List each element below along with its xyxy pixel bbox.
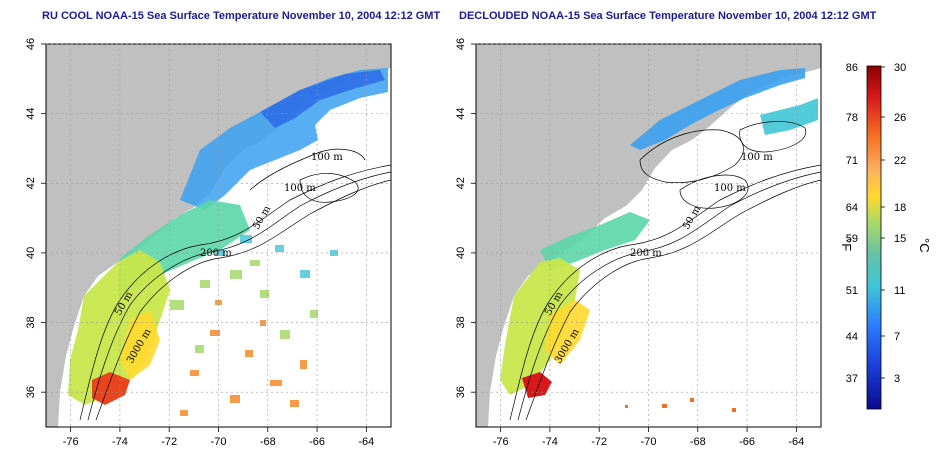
celsius-tick-label: 26 — [894, 112, 906, 124]
sst-hatteras-warm — [92, 372, 130, 405]
contour-label: 100 m — [311, 152, 343, 163]
lat-tick-label: 44 — [25, 108, 37, 120]
lat-tick-label: 38 — [25, 316, 37, 328]
lat-tick-label: 40 — [455, 247, 467, 259]
lat-tick-label: 46 — [25, 38, 37, 50]
temperature-colorbar: 86 78 71 64 59 51 44 37 30 26 22 18 15 11 7 3 °F °C — [839, 62, 932, 410]
celsius-tick-label: 7 — [894, 331, 900, 343]
lon-tick-label: -66 — [739, 436, 755, 448]
lon-tick-label: -74 — [112, 436, 128, 448]
fahrenheit-tick-label: 86 — [846, 62, 858, 74]
colorbar-gradient — [866, 65, 882, 410]
lat-tick-label: 42 — [455, 177, 467, 189]
lon-tick-label: -70 — [641, 436, 657, 448]
celsius-tick-label: 11 — [894, 285, 905, 297]
right-panel-title: DECLOUDED NOAA-15 Sea Surface Temperatur… — [459, 10, 877, 22]
left-map-panel: 100 m 100 m 50 m 200 m 50 m 3000 m -76 -7… — [25, 38, 392, 448]
lat-tick-label: 38 — [455, 316, 467, 328]
fahrenheit-tick-label: 44 — [846, 331, 858, 343]
celsius-tick-label: 18 — [894, 202, 906, 214]
contour-label: 100 m — [284, 183, 316, 194]
right-map-panel: 100 m 100 m 50 m 200 m 50 m 3000 m -76 -7… — [455, 38, 822, 448]
sst-noise-patches — [180, 300, 307, 416]
sst-shelf-band — [540, 212, 650, 270]
fahrenheit-tick-label: 51 — [846, 285, 858, 297]
lat-tick-label: 42 — [25, 177, 37, 189]
lon-tick-label: -68 — [690, 436, 706, 448]
right-axes: -76 -74 -72 -70 -68 -66 -64 36 38 40 42 44 46 — [455, 38, 821, 448]
lon-tick-label: -66 — [309, 436, 325, 448]
contour-label: 100 m — [741, 152, 773, 163]
lon-tick-label: -76 — [493, 436, 509, 448]
lon-tick-label: -70 — [211, 436, 227, 448]
sst-isolated-pixels — [625, 398, 736, 412]
left-axes: -76 -74 -72 -70 -68 -66 -64 36 38 40 42 44 46 — [25, 38, 391, 448]
fahrenheit-tick-label: 71 — [846, 155, 858, 167]
sst-cold-band — [180, 68, 388, 210]
celsius-tick-label: 15 — [894, 233, 906, 245]
land-mass — [46, 44, 391, 427]
lon-tick-label: -64 — [358, 436, 374, 448]
contour-label: 200 m — [630, 248, 662, 259]
lon-tick-label: -76 — [63, 436, 79, 448]
celsius-tick-label: 30 — [894, 62, 906, 74]
contour-label: 200 m — [200, 248, 232, 259]
depth-contours — [79, 148, 391, 421]
fahrenheit-tick-label: 59 — [846, 233, 858, 245]
lon-tick-label: -64 — [788, 436, 804, 448]
celsius-unit-label: °C — [917, 238, 932, 253]
contour-label: 100 m — [714, 183, 746, 194]
lon-tick-label: -74 — [542, 436, 558, 448]
lat-tick-label: 46 — [455, 38, 467, 50]
lat-tick-label: 40 — [25, 247, 37, 259]
lon-tick-label: -72 — [161, 436, 177, 448]
lon-tick-label: -72 — [591, 436, 607, 448]
lon-tick-label: -68 — [260, 436, 276, 448]
celsius-tick-label: 22 — [894, 155, 906, 167]
celsius-tick-label: 3 — [894, 373, 900, 385]
fahrenheit-tick-label: 37 — [846, 373, 858, 385]
sst-coastal-warm — [500, 258, 580, 395]
land-mass — [476, 44, 821, 427]
left-panel-title: RU COOL NOAA-15 Sea Surface Temperature … — [42, 10, 441, 22]
lat-tick-label: 44 — [455, 108, 467, 120]
fahrenheit-unit-label: °F — [839, 238, 854, 251]
sst-cold-band — [630, 68, 805, 150]
fahrenheit-tick-label: 78 — [846, 112, 858, 124]
depth-contours — [509, 121, 821, 421]
lat-tick-label: 36 — [455, 386, 467, 398]
fahrenheit-tick-label: 64 — [846, 202, 858, 214]
lat-tick-label: 36 — [25, 386, 37, 398]
